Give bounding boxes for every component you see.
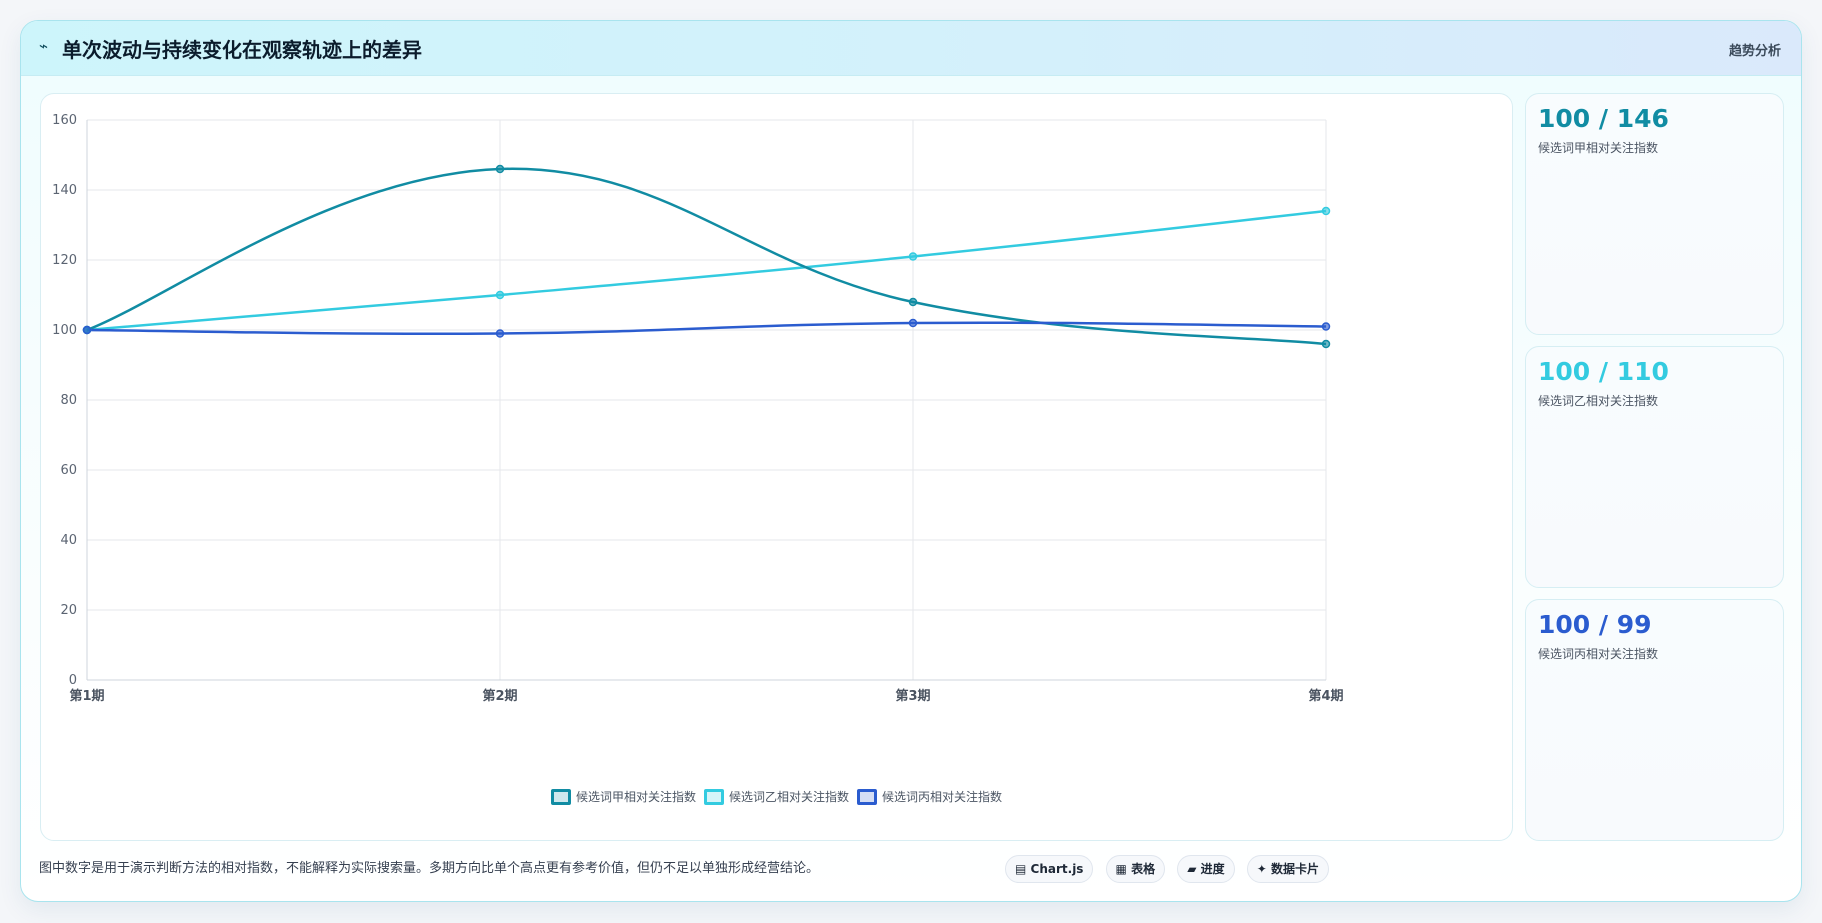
chart-icon: ▤ bbox=[1015, 862, 1027, 876]
legend-swatch bbox=[703, 789, 724, 805]
data-point bbox=[495, 164, 505, 174]
x-tick-label: 第1期 bbox=[69, 688, 104, 704]
y-tick-label: 0 bbox=[69, 673, 77, 688]
stat-card-c: 100 / 99 候选词丙相对关注指数 bbox=[1525, 599, 1784, 841]
footnote: 图中数字是用于演示判断方法的相对指数，不能解释为实际搜索量。多期方向比单个高点更… bbox=[39, 861, 820, 876]
y-tick-label: 20 bbox=[60, 603, 77, 618]
chip-chartjs[interactable]: ▤ Chart.js bbox=[1005, 855, 1094, 883]
table-icon: ▦ bbox=[1115, 862, 1127, 876]
chart-legend: 候选词甲相对关注指数 候选词乙相对关注指数 候选词丙相对关注指数 bbox=[41, 788, 1512, 805]
chart-line-icon: ⌁ bbox=[39, 37, 49, 55]
y-tick-label: 160 bbox=[52, 113, 77, 128]
category-tag: 趋势分析 bbox=[1728, 44, 1781, 59]
progress-icon: ▰ bbox=[1187, 862, 1197, 876]
stat-label: 候选词丙相对关注指数 bbox=[1538, 647, 1659, 661]
legend-item[interactable]: 候选词丙相对关注指数 bbox=[857, 788, 1002, 805]
stat-value: 100 / 99 bbox=[1538, 610, 1652, 639]
legend-item[interactable]: 候选词甲相对关注指数 bbox=[550, 788, 696, 805]
y-tick-label: 60 bbox=[60, 463, 77, 478]
chip-label: 数据卡片 bbox=[1270, 862, 1319, 876]
y-tick-label: 100 bbox=[52, 323, 77, 338]
stat-value: 100 / 146 bbox=[1538, 104, 1669, 133]
sparkle-icon: ✦ bbox=[1256, 862, 1267, 876]
legend-swatch bbox=[857, 789, 877, 805]
data-point bbox=[495, 329, 505, 338]
y-tick-label: 120 bbox=[52, 253, 77, 268]
data-point bbox=[495, 290, 505, 300]
data-point bbox=[908, 297, 918, 307]
x-tick-label: 第3期 bbox=[895, 688, 930, 704]
data-point bbox=[1321, 206, 1331, 216]
stat-card-b: 100 / 110 候选词乙相对关注指数 bbox=[1525, 346, 1784, 588]
y-tick-label: 40 bbox=[60, 533, 77, 548]
chip-data-card[interactable]: ✦ 数据卡片 bbox=[1246, 855, 1329, 883]
data-point bbox=[908, 318, 918, 328]
y-tick-label: 140 bbox=[52, 183, 77, 198]
x-tick-label: 第4期 bbox=[1308, 688, 1343, 704]
chart-panel: 0 20 40 60 80 100 120 140 160 第1期 第2期 第3期 第4期 候选词甲相对… bbox=[40, 93, 1513, 841]
legend-label: 候选词甲相对关注指数 bbox=[575, 790, 696, 804]
stat-card-a: 100 / 146 候选词甲相对关注指数 bbox=[1525, 93, 1784, 335]
series-line-2 bbox=[86, 209, 1327, 332]
feature-chips: ▤ Chart.js ▦ 表格 ▰ 进度 ✦ 数据卡片 bbox=[1005, 855, 1336, 883]
y-tick-label: 80 bbox=[60, 393, 77, 408]
stat-value: 100 / 110 bbox=[1538, 357, 1669, 386]
chip-label: 表格 bbox=[1131, 862, 1156, 876]
data-point bbox=[1321, 339, 1331, 349]
legend-item[interactable]: 候选词乙相对关注指数 bbox=[703, 788, 849, 805]
card-header: ⌁ 单次波动与持续变化在观察轨迹上的差异 趋势分析 bbox=[21, 21, 1801, 76]
series-line-1 bbox=[86, 167, 1327, 346]
legend-label: 候选词乙相对关注指数 bbox=[728, 790, 849, 804]
stat-label: 候选词甲相对关注指数 bbox=[1538, 141, 1659, 155]
legend-label: 候选词丙相对关注指数 bbox=[882, 790, 1003, 804]
card-title: 单次波动与持续变化在观察轨迹上的差异 bbox=[62, 38, 422, 62]
chip-progress[interactable]: ▰ 进度 bbox=[1177, 855, 1235, 883]
series-line-3 bbox=[86, 321, 1327, 336]
data-point bbox=[908, 252, 918, 261]
data-point bbox=[82, 325, 92, 335]
legend-swatch bbox=[550, 789, 571, 805]
chip-label: Chart.js bbox=[1030, 862, 1084, 876]
chip-table[interactable]: ▦ 表格 bbox=[1105, 855, 1166, 883]
trend-card: ⌁ 单次波动与持续变化在观察轨迹上的差异 趋势分析 0 20 40 60 80 100 12… bbox=[20, 20, 1802, 902]
chip-label: 进度 bbox=[1200, 862, 1225, 876]
stat-label: 候选词乙相对关注指数 bbox=[1538, 394, 1659, 408]
x-tick-label: 第2期 bbox=[482, 688, 517, 704]
data-point bbox=[1321, 322, 1331, 331]
line-chart: 0 20 40 60 80 100 120 140 160 第1期 第2期 第3期 第4期 bbox=[52, 113, 1343, 704]
